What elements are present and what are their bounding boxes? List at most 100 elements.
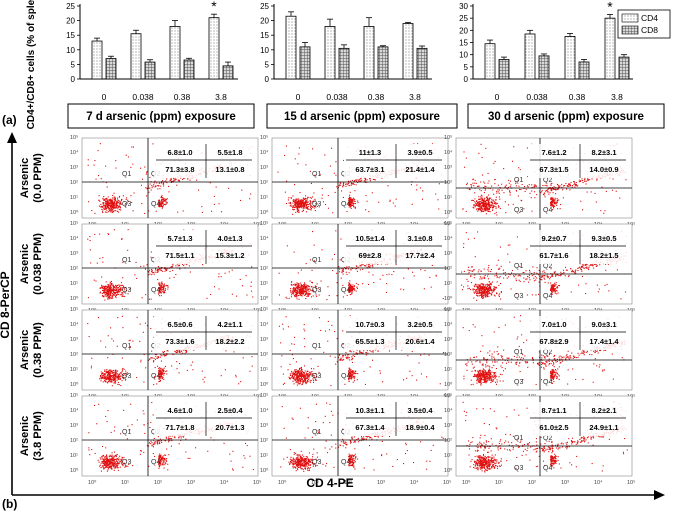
event-dot [393,203,394,204]
x-tick-label: 0.038 [326,92,348,102]
event-dot [153,384,154,385]
q2-value: 4.2±1.1 [218,320,243,329]
event-dot [481,290,482,291]
event-dot [354,201,355,202]
event-dot [484,198,485,199]
event-dot [163,375,164,376]
event-dot [118,382,119,383]
event-dot [119,373,120,374]
event-dot [103,202,104,203]
y-tick-label: 5 [265,60,270,69]
event-dot [483,285,484,286]
event-dot [108,202,109,203]
event-dot [115,160,116,161]
event-dot [478,204,479,205]
event-dot [316,296,317,297]
event-dot [305,290,306,291]
event-dot [542,271,543,272]
event-dot [107,374,108,375]
event-dot [489,281,490,282]
event-dot [157,185,158,186]
event-dot [300,293,301,294]
event-dot [508,180,509,181]
event-dot [488,284,489,285]
event-dot [480,203,481,204]
event-dot [218,276,219,277]
event-dot [186,351,187,352]
event-dot [111,284,112,285]
x-tick-label: 0 [102,92,107,102]
event-dot [581,267,582,268]
event-dot [296,201,297,202]
event-dot [111,201,112,202]
event-dot [300,201,301,202]
event-dot [114,295,115,296]
event-dot [141,203,142,204]
event-dot [144,213,145,214]
event-dot [305,291,306,292]
event-dot [120,210,121,211]
event-dot [305,198,306,199]
event-dot [298,153,299,154]
event-dot [117,294,118,295]
event-dot [133,147,134,148]
event-dot [513,204,514,205]
event-dot [484,192,485,193]
event-dot [179,372,180,373]
event-dot [156,383,157,384]
event-dot [331,148,332,149]
event-dot [154,181,155,182]
event-dot [551,288,552,289]
event-dot [487,198,488,199]
event-dot [503,192,504,193]
event-dot [116,203,117,204]
event-dot [566,189,567,190]
event-dot [114,378,115,379]
event-dot [306,207,307,208]
event-dot [111,202,112,203]
event-dot [158,357,159,358]
event-dot [340,239,341,240]
event-dot [297,287,298,288]
event-dot [560,204,561,205]
event-dot [246,295,247,296]
event-dot [88,159,89,160]
event-dot [206,298,207,299]
event-dot [303,292,304,293]
event-dot [510,186,511,187]
x-tick-label: 3.8 [215,92,227,102]
event-dot [528,282,529,283]
y-tick-label: 0 [71,75,76,84]
event-dot [470,275,471,276]
event-dot [296,294,297,295]
event-dot [488,265,489,266]
event-dot [588,268,589,269]
event-dot [291,285,292,286]
event-dot [306,211,307,212]
event-dot [518,186,519,187]
event-dot [496,193,497,194]
event-dot [168,191,169,192]
event-dot [216,187,217,188]
event-dot [575,269,576,270]
event-dot [534,272,535,273]
event-dot [561,184,562,185]
event-dot [117,198,118,199]
event-dot [563,272,564,273]
event-dot [493,205,494,206]
event-dot [553,290,554,291]
event-dot [161,368,162,369]
quadrant-label-q3: Q3 [122,373,131,380]
event-dot [347,211,348,212]
event-dot [368,211,369,212]
event-dot [373,179,374,180]
event-dot [120,202,121,203]
event-dot [94,234,95,235]
quadrant-label-q3: Q3 [514,293,523,300]
event-dot [163,377,164,378]
event-dot [544,193,545,194]
event-dot [121,282,122,283]
event-dot [474,289,475,290]
event-dot [526,249,527,250]
event-dot [545,282,546,283]
